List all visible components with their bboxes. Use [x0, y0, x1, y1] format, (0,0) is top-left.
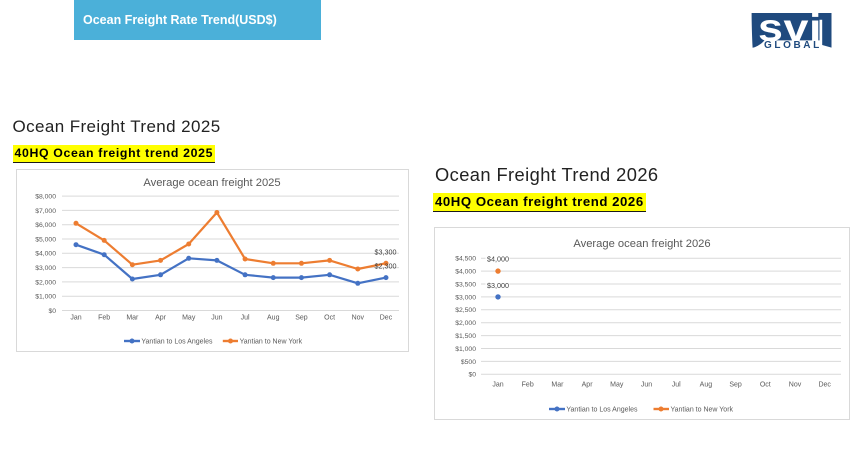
svg-text:Sep: Sep: [295, 315, 308, 322]
svg-text:$3,000: $3,000: [487, 281, 509, 290]
svg-text:$0: $0: [468, 372, 476, 379]
svg-text:Jun: Jun: [641, 381, 652, 388]
svg-text:Mar: Mar: [551, 381, 564, 388]
svg-text:$1,000: $1,000: [35, 294, 56, 301]
svg-text:$2,500: $2,500: [455, 307, 476, 314]
svg-text:Yantian to Los Angeles: Yantian to Los Angeles: [566, 406, 638, 413]
svg-text:$4,500: $4,500: [455, 256, 476, 263]
svg-text:$4,000: $4,000: [35, 251, 56, 258]
svg-text:Jul: Jul: [672, 381, 681, 388]
svg-text:GLOBAL: GLOBAL: [764, 40, 822, 49]
svg-text:Yantian to New York: Yantian to New York: [671, 406, 734, 413]
svg-text:$500: $500: [461, 359, 476, 366]
svg-text:$2,000: $2,000: [455, 320, 476, 327]
svg-text:$1,500: $1,500: [455, 333, 476, 340]
svg-text:Jan: Jan: [70, 315, 81, 322]
svg-text:$8,000: $8,000: [35, 194, 56, 201]
svg-text:Dec: Dec: [818, 381, 831, 388]
svg-text:$3,000: $3,000: [35, 265, 56, 272]
svg-text:$2,000: $2,000: [35, 279, 56, 286]
svg-text:svi: svi: [758, 12, 822, 49]
svg-text:Yantian to New York: Yantian to New York: [240, 338, 303, 345]
svg-text:Apr: Apr: [582, 381, 594, 388]
svg-text:Feb: Feb: [98, 315, 110, 322]
svg-text:Jan: Jan: [492, 381, 503, 388]
svg-text:$1,000: $1,000: [455, 346, 476, 353]
svg-text:$3,000: $3,000: [455, 294, 476, 301]
svg-text:$5,000: $5,000: [35, 236, 56, 243]
svg-text:$3,500: $3,500: [455, 281, 476, 288]
svg-text:$7,000: $7,000: [35, 208, 56, 215]
svg-text:May: May: [610, 381, 624, 388]
svg-text:$4,000: $4,000: [455, 269, 476, 276]
svg-text:Nov: Nov: [352, 315, 365, 322]
svg-text:Apr: Apr: [155, 315, 167, 322]
svg-text:Oct: Oct: [760, 381, 771, 388]
svg-text:$6,000: $6,000: [35, 222, 56, 229]
svg-text:Sep: Sep: [729, 381, 742, 388]
svg-text:Yantian to Los Angeles: Yantian to Los Angeles: [141, 338, 213, 345]
svg-text:Aug: Aug: [267, 315, 280, 322]
svg-text:$0: $0: [48, 308, 56, 315]
svg-text:Dec: Dec: [380, 315, 393, 322]
svg-text:Average ocean freight 2026: Average ocean freight 2026: [573, 238, 710, 250]
svg-text:Nov: Nov: [789, 381, 802, 388]
svg-text:Aug: Aug: [700, 381, 713, 388]
svg-text:Jul: Jul: [241, 315, 250, 322]
svg-text:$3,300: $3,300: [375, 248, 397, 257]
svg-text:Average ocean freight 2025: Average ocean freight 2025: [143, 177, 280, 189]
svg-text:Jun: Jun: [211, 315, 222, 322]
svg-text:$2,300: $2,300: [375, 262, 397, 271]
svg-text:May: May: [182, 315, 196, 322]
svg-text:Oct: Oct: [324, 315, 335, 322]
svg-text:Mar: Mar: [126, 315, 139, 322]
svg-text:$4,000: $4,000: [487, 255, 509, 264]
svg-text:Feb: Feb: [522, 381, 534, 388]
